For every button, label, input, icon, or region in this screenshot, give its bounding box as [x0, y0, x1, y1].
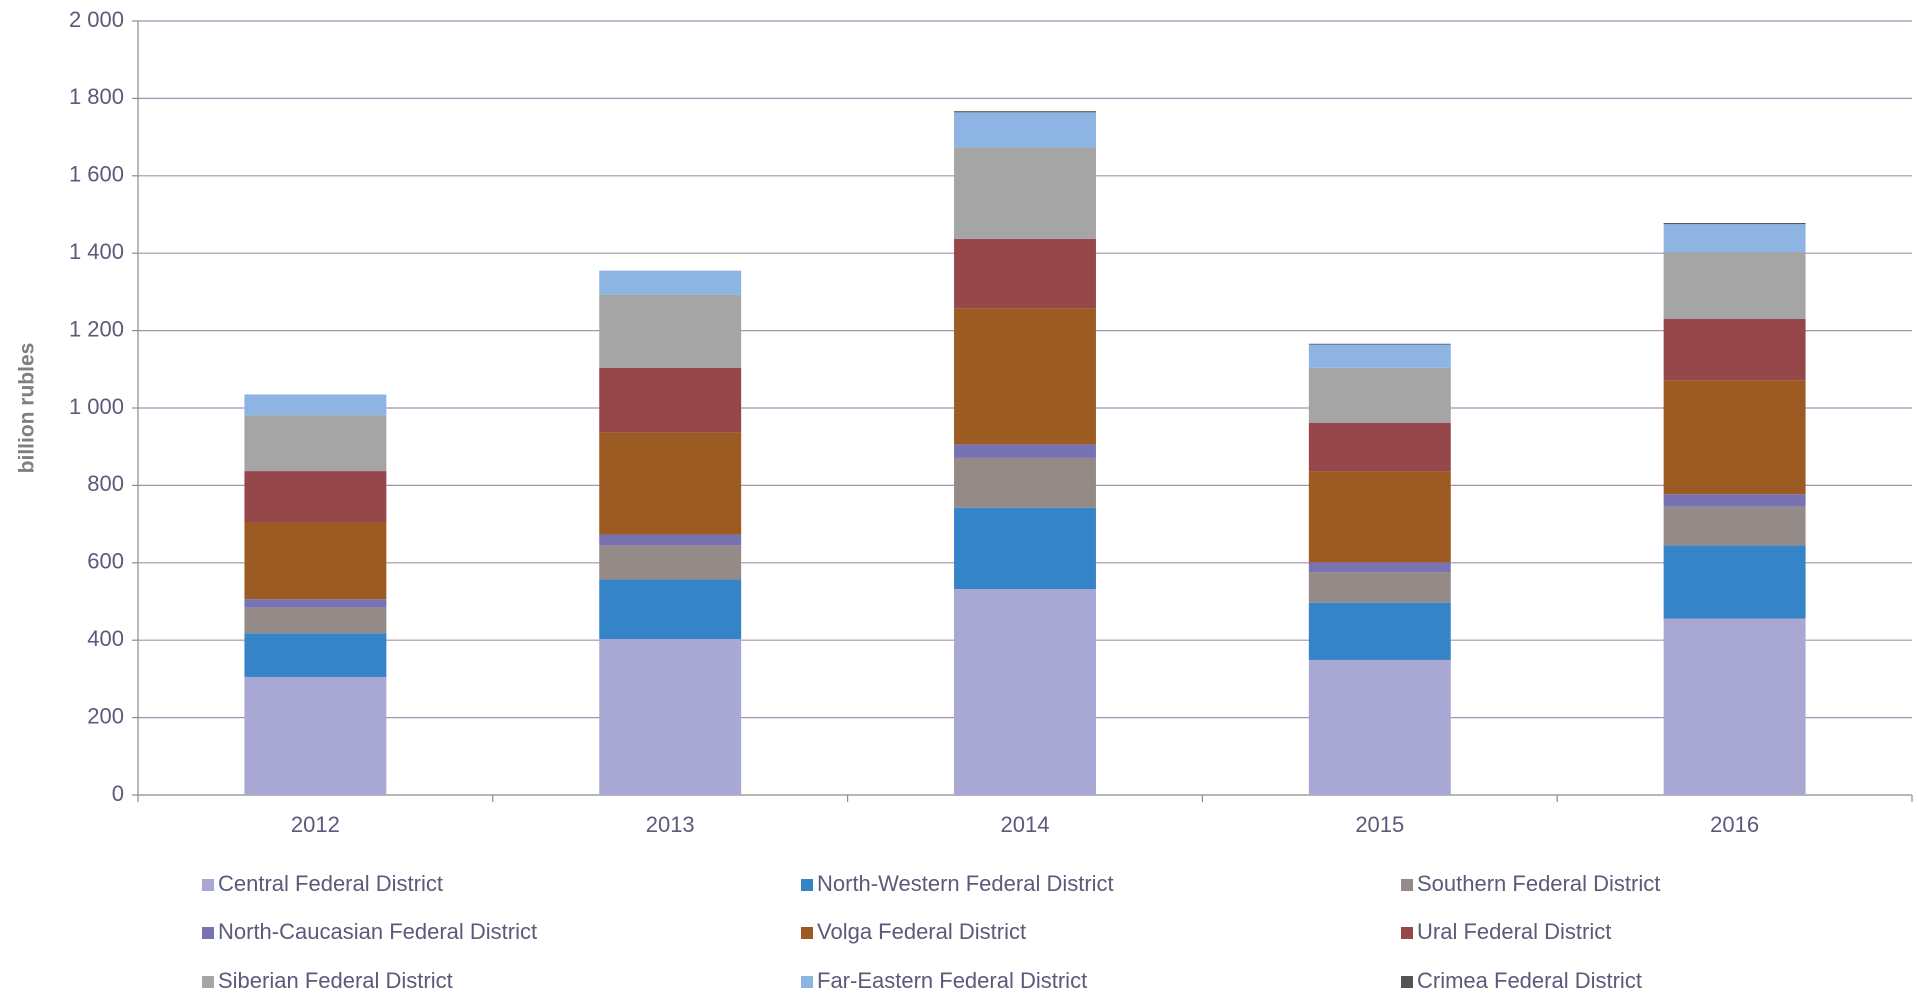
bar-segment: [1663, 224, 1806, 253]
legend-marker: [1401, 879, 1413, 891]
bar-segment: [1308, 343, 1451, 345]
x-tick-label: 2014: [1001, 812, 1050, 837]
legend-label: Central Federal District: [218, 871, 443, 896]
bar-segment: [954, 238, 1096, 309]
bar-segment: [599, 367, 742, 433]
bar-segment: [599, 294, 742, 368]
bar-segment: [1308, 422, 1451, 472]
legend-label: Southern Federal District: [1417, 871, 1660, 896]
bar-segment: [1308, 367, 1451, 423]
bar-segment: [599, 534, 742, 546]
y-tick-label: 200: [87, 703, 124, 728]
y-tick-label: 1 200: [69, 316, 124, 341]
y-tick-label: 2 000: [69, 7, 124, 32]
legend-label: Crimea Federal District: [1417, 968, 1642, 993]
legend-label: Ural Federal District: [1417, 919, 1611, 944]
y-tick-label: 1 000: [69, 394, 124, 419]
bar-segment: [1308, 471, 1451, 563]
bar-segment: [954, 111, 1096, 113]
y-tick-label: 1 400: [69, 239, 124, 264]
legend-marker: [1401, 927, 1413, 939]
bar-segment: [599, 270, 742, 295]
y-tick-label: 1 800: [69, 84, 124, 109]
bar-segment: [1663, 618, 1806, 795]
bar-segment: [1663, 494, 1806, 507]
legend-label: Volga Federal District: [817, 919, 1026, 944]
bar-segment: [599, 579, 742, 640]
y-tick-label: 800: [87, 471, 124, 496]
x-tick-label: 2015: [1355, 812, 1404, 837]
legend-label: North-Caucasian Federal District: [218, 919, 537, 944]
y-tick-label: 1 600: [69, 162, 124, 187]
bar-segment: [954, 457, 1096, 508]
bar-segment: [1308, 572, 1451, 603]
bar-segment: [1308, 344, 1451, 368]
bar-segment: [1308, 659, 1451, 795]
legend-label: Siberian Federal District: [218, 968, 453, 993]
bar-segment: [954, 112, 1096, 148]
bar-segment: [244, 394, 387, 416]
bar-segment: [954, 507, 1096, 590]
bar-segment: [244, 415, 387, 472]
y-tick-label: 400: [87, 626, 124, 651]
bar-segment: [1663, 223, 1806, 225]
bar-segment: [244, 599, 387, 608]
legend-label: North-Western Federal District: [817, 871, 1114, 896]
bar-segment: [954, 444, 1096, 458]
bar-segment: [1663, 318, 1806, 381]
bar-segment: [1663, 506, 1806, 546]
y-tick-label: 0: [112, 781, 124, 806]
legend-marker: [801, 879, 813, 891]
legend-marker: [1401, 976, 1413, 988]
bar-segment: [1308, 562, 1451, 573]
legend-marker: [202, 976, 214, 988]
y-axis-label: billion rubles: [16, 343, 39, 474]
bar-segment: [954, 308, 1096, 445]
bar-segment: [1663, 380, 1806, 495]
legend-marker: [202, 879, 214, 891]
legend-label: Far-Eastern Federal District: [817, 968, 1087, 993]
bar-segment: [1663, 252, 1806, 319]
bar-segment: [244, 633, 387, 677]
bar-segment: [599, 639, 742, 795]
bar-segment: [244, 676, 387, 795]
x-tick-label: 2013: [646, 812, 695, 837]
bar-segment: [599, 545, 742, 580]
x-tick-label: 2012: [291, 812, 340, 837]
bar-segment: [954, 589, 1096, 795]
bar-segment: [1663, 545, 1806, 619]
bar-segment: [954, 147, 1096, 239]
x-tick-label: 2016: [1710, 812, 1759, 837]
bar-segment: [244, 471, 387, 523]
bar-segment: [1308, 602, 1451, 660]
bar-segment: [244, 607, 387, 634]
legend-marker: [801, 927, 813, 939]
legend-marker: [801, 976, 813, 988]
bar-segment: [244, 522, 387, 600]
bar-segment: [599, 432, 742, 535]
legend-marker: [202, 927, 214, 939]
y-tick-label: 600: [87, 549, 124, 574]
